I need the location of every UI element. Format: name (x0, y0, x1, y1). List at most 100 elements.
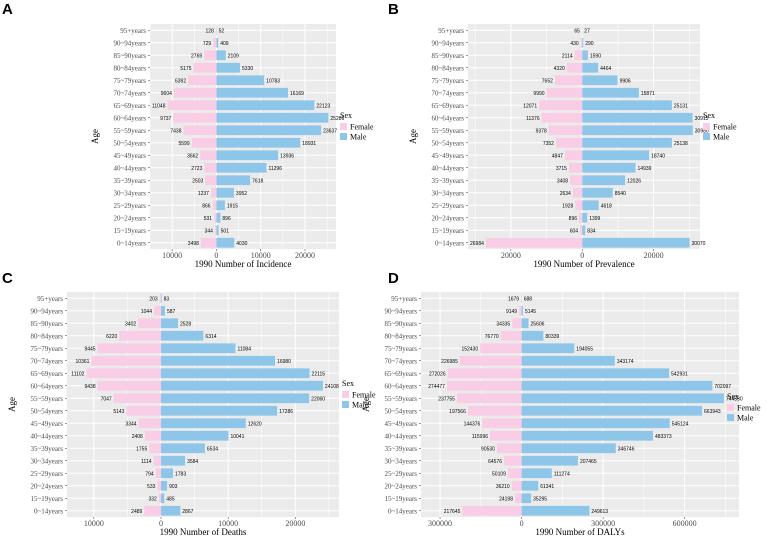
bar-female (490, 430, 522, 441)
bar-female (548, 125, 583, 136)
y-tick-label: 20~24years (113, 214, 146, 222)
data-label-male: 2109 (228, 53, 239, 59)
bar-female (138, 318, 162, 329)
y-tick-label: 0~14years (388, 507, 417, 515)
data-label-male: 25138 (674, 141, 688, 147)
bar-female (191, 137, 217, 148)
data-label-female: 1114 (141, 459, 152, 465)
bar-female (119, 330, 162, 341)
panel-c: C 2489 2867 0~14years 332 485 15~19years 533 903… (2, 270, 376, 537)
bar-male (216, 50, 226, 61)
y-tick-label: 30~34years (113, 189, 146, 197)
data-label-male: 3952 (236, 191, 247, 197)
data-label-male: 18740 (651, 153, 665, 159)
legend-label-male: Male (713, 133, 730, 142)
data-label-male: 16980 (277, 359, 291, 365)
panel-letter: A (2, 1, 13, 18)
data-label-male: 24108 (325, 384, 339, 390)
bar-male (521, 455, 578, 466)
data-label-male: 1915 (227, 203, 238, 209)
data-label-male: 12026 (627, 178, 641, 184)
data-label-male: 6314 (205, 334, 216, 340)
data-label-male: 409 (220, 41, 229, 47)
bar-female (153, 455, 162, 466)
bar-male (521, 405, 703, 416)
data-label-female: 604 (570, 228, 579, 234)
bar-female (500, 330, 522, 341)
bar-female (149, 443, 162, 454)
bar-female (167, 100, 217, 111)
data-label-male: 2867 (182, 509, 193, 515)
y-tick-label: 15~19years (30, 495, 63, 503)
data-label-male: 896 (222, 216, 231, 222)
bar-female (462, 505, 522, 516)
data-label-male: 4464 (600, 66, 611, 72)
y-tick-label: 25~29years (384, 470, 417, 478)
data-label-male: 83 (164, 296, 170, 302)
data-label-male: 483373 (655, 434, 672, 440)
data-label-female: 274477 (428, 384, 445, 390)
legend-swatch-male (727, 414, 734, 421)
data-label-male: 290 (585, 41, 594, 47)
legend-label-male: Male (350, 133, 367, 142)
legend-title: Sex (342, 379, 354, 388)
bar-male (216, 225, 219, 236)
bar-male (582, 37, 584, 48)
plot-background (421, 292, 739, 517)
y-tick-label: 20~24years (384, 482, 417, 490)
data-label-male: 111274 (554, 471, 570, 477)
data-label-male: 10041 (230, 434, 244, 440)
data-label-male: 4030 (236, 241, 247, 247)
data-label-male: 25131 (674, 103, 688, 109)
data-label-male: 1399 (589, 216, 600, 222)
data-label-male: 207465 (580, 459, 597, 465)
bar-male (216, 112, 329, 123)
bar-male (582, 187, 613, 198)
y-tick-label: 30~34years (431, 189, 464, 197)
data-label-male: 16169 (290, 91, 304, 97)
bar-female (188, 75, 217, 86)
data-label-male: 4618 (601, 203, 612, 209)
data-label-female: 3344 (125, 421, 136, 427)
bar-female (568, 162, 583, 173)
legend-swatch-female (340, 123, 347, 130)
x-tick-label: 0 (159, 519, 163, 528)
data-label-female: 5143 (113, 409, 124, 415)
data-label-male: 27 (584, 28, 590, 34)
y-tick-label: 95+years (37, 295, 63, 303)
data-label-female: 11048 (152, 103, 166, 109)
y-tick-label: 85~90years (30, 320, 63, 328)
y-tick-label: 70~74years (113, 89, 146, 97)
bar-female (456, 393, 522, 404)
y-tick-label: 30~34years (384, 457, 417, 465)
y-tick-label: 45~49years (113, 152, 146, 160)
bar-male (521, 468, 552, 479)
bar-male (216, 125, 322, 136)
y-tick-label: 35~39years (113, 177, 146, 185)
y-tick-label: 65~69years (30, 370, 63, 378)
panel-letter: D (388, 270, 399, 287)
data-label-female: 144376 (464, 421, 481, 427)
bar-male (216, 62, 241, 73)
data-label-female: 7047 (101, 396, 112, 402)
bar-female (138, 418, 162, 429)
data-label-female: 2634 (560, 191, 571, 197)
data-label-male: 8540 (615, 191, 626, 197)
bar-male (582, 62, 599, 73)
bar-female (200, 150, 217, 161)
bar-female (155, 468, 162, 479)
bar-female (144, 430, 162, 441)
bar-female (572, 187, 583, 198)
panel-letter: C (2, 270, 13, 287)
data-label-female: 226985 (441, 359, 458, 365)
y-tick-label: 80~84years (30, 332, 63, 340)
data-label-female: 3715 (556, 166, 567, 172)
y-tick-label: 85~90years (431, 52, 464, 60)
bar-male (161, 305, 165, 316)
data-label-female: 7438 (170, 128, 181, 134)
y-tick-label: 20~24years (431, 214, 464, 222)
y-tick-label: 40~44years (384, 432, 417, 440)
bar-female (504, 455, 522, 466)
data-label-male: 2528 (180, 321, 191, 327)
y-tick-label: 75~79years (30, 345, 63, 353)
